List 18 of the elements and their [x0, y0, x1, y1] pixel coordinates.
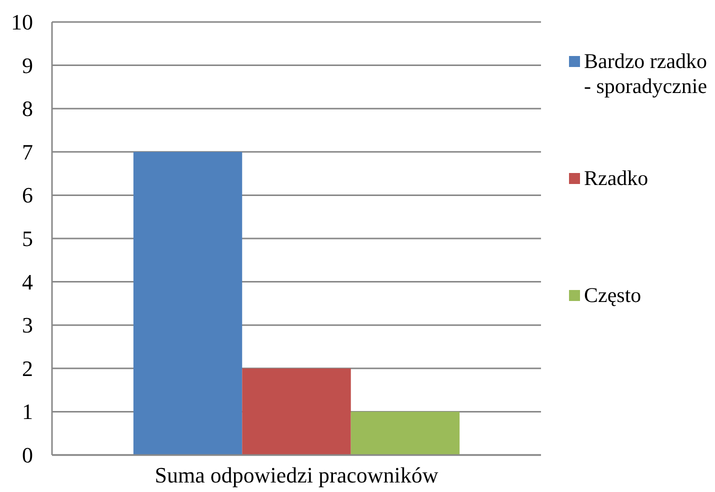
legend-label: Rzadko — [584, 166, 648, 190]
y-tick-label: 8 — [22, 96, 33, 122]
legend-label: Często — [584, 282, 642, 307]
y-tick-label: 10 — [11, 10, 33, 34]
y-tick-label: 7 — [22, 139, 33, 164]
y-tick-label: 9 — [22, 52, 33, 78]
y-tick-label: 0 — [22, 442, 33, 468]
y-tick-label: 2 — [22, 356, 33, 381]
y-tick-label: 6 — [22, 182, 33, 208]
y-tick-label: 4 — [22, 269, 33, 294]
y-tick-label: 5 — [22, 226, 33, 251]
bar — [350, 412, 460, 455]
legend-label: Bardzo rzadko - sporadycznie — [584, 48, 708, 98]
y-tick-label: 1 — [22, 399, 33, 424]
bar — [242, 368, 351, 455]
x-tick-label: Suma odpowiedzi pracowników — [154, 462, 438, 488]
bar — [133, 152, 242, 455]
y-tick-label: 3 — [22, 312, 33, 338]
